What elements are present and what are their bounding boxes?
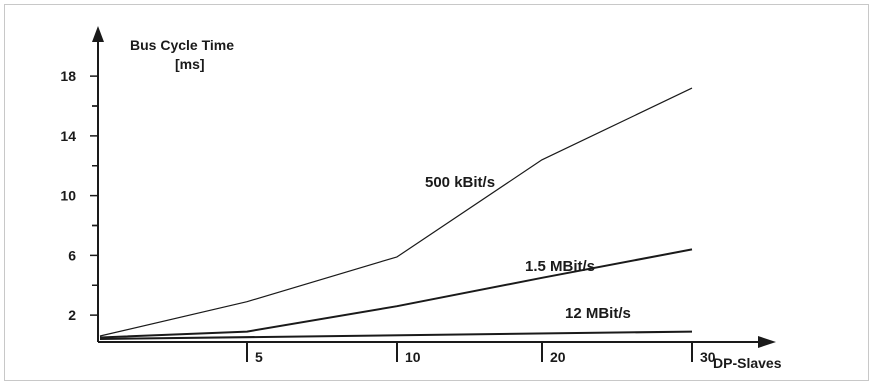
series-line-1 — [99, 87, 693, 337]
y-tick-label: 6 — [68, 247, 76, 263]
series-lines — [99, 87, 693, 340]
series-labels: 500 kBit/s 1.5 MBit/s 12 MBit/s — [425, 174, 631, 322]
x-axis-title: DP-Slaves — [713, 355, 782, 371]
y-ticks: 2 6 10 14 18 — [60, 68, 98, 323]
y-tick-label: 10 — [60, 188, 76, 204]
chart-frame — [4, 4, 869, 381]
y-axis-title: Bus Cycle Time — [130, 37, 234, 53]
series-label-2: 1.5 MBit/s — [525, 258, 595, 275]
x-tick-label: 5 — [255, 349, 263, 365]
x-tick-label: 10 — [405, 349, 421, 365]
y-tick-label: 18 — [60, 68, 76, 84]
series-line-3 — [99, 330, 693, 340]
series-label-3: 12 MBit/s — [565, 305, 631, 322]
y-axis-arrow — [92, 26, 104, 42]
y-tick-label: 14 — [60, 128, 76, 144]
series-label-1: 500 kBit/s — [425, 174, 495, 191]
y-tick-label: 2 — [68, 307, 76, 323]
x-tick-label: 30 — [700, 349, 716, 365]
series-line-2 — [99, 248, 693, 339]
x-ticks: 5 10 20 30 — [246, 342, 716, 365]
y-axis-unit: [ms] — [175, 56, 205, 72]
x-tick-label: 20 — [550, 349, 566, 365]
x-axis-arrow — [758, 336, 776, 348]
